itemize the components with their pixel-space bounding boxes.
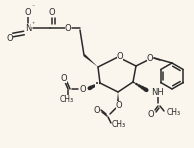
Text: CH₃: CH₃	[112, 119, 126, 128]
Text: CH₃: CH₃	[167, 107, 181, 116]
Text: CH₃: CH₃	[60, 95, 74, 103]
Text: O: O	[148, 110, 154, 119]
Text: O: O	[7, 33, 13, 42]
Text: N: N	[25, 24, 31, 33]
Text: O: O	[25, 8, 31, 16]
Polygon shape	[117, 92, 119, 104]
Text: ⁻: ⁻	[31, 5, 35, 11]
Text: •: •	[95, 81, 99, 87]
Text: O: O	[94, 106, 100, 115]
Text: O: O	[116, 100, 122, 110]
Polygon shape	[83, 54, 98, 67]
Text: O: O	[117, 52, 123, 61]
Text: NH: NH	[151, 87, 164, 96]
Text: O: O	[49, 8, 55, 16]
Text: ⁺: ⁺	[31, 21, 35, 26]
Text: O: O	[65, 24, 71, 33]
Text: O: O	[147, 53, 153, 62]
Text: O: O	[61, 74, 67, 82]
Text: O: O	[80, 85, 86, 94]
